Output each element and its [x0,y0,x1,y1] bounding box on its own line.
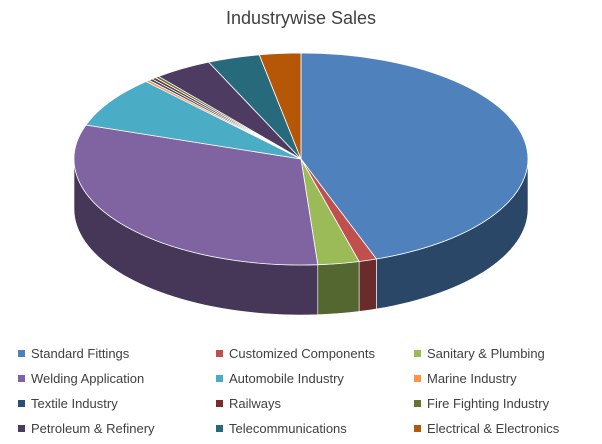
legend-entry: Welding Application [18,370,216,387]
legend-swatch [216,350,223,357]
legend-swatch [414,350,421,357]
legend-swatch [18,400,25,407]
legend-entry: Petroleum & Refinery [18,420,216,437]
legend-swatch [216,375,223,382]
legend-swatch [18,350,25,357]
legend-label: Textile Industry [31,396,118,411]
legend-entry: Railways [216,395,414,412]
pie-chart [73,52,529,316]
legend-label: Telecommunications [229,421,347,436]
legend-swatch [18,425,25,432]
legend-label: Sanitary & Plumbing [427,346,545,361]
legend-entry: Electrical & Electronics [414,420,602,437]
legend-entry: Sanitary & Plumbing [414,345,602,362]
legend-entry: Standard Fittings [18,345,216,362]
legend-entry: Automobile Industry [216,370,414,387]
legend-entry: Telecommunications [216,420,414,437]
legend-label: Railways [229,396,282,411]
legend-swatch [414,375,421,382]
legend-swatch [18,375,25,382]
pie-slice-electrical-electronics [258,52,302,160]
pie-slice-welding-application [73,124,319,266]
chart-title: Industrywise Sales [225,8,377,28]
pie-sides [73,158,529,316]
legend-swatch [216,400,223,407]
legend-label: Fire Fighting Industry [427,396,550,411]
legend-swatch [414,425,421,432]
pie-slice-automobile-industry [85,81,302,160]
pie-slice-standard-fittings [300,52,529,260]
legend-entry: Textile Industry [18,395,216,412]
legend-entry: Fire Fighting Industry [414,395,602,412]
pie-slices [73,52,529,266]
legend-entry: Customized Components [216,345,414,362]
legend: Standard Fittings Customized Components Sa… [18,345,602,437]
legend-label: Electrical & Electronics [427,421,560,436]
legend-label: Marine Industry [427,371,517,386]
legend-label: Automobile Industry [229,371,344,386]
legend-label: Welding Application [31,371,145,386]
legend-label: Petroleum & Refinery [31,421,155,436]
legend-swatch [414,400,421,407]
pie-side-sanitary-plumbing [317,261,360,316]
legend-swatch [216,425,223,432]
pie-side-customized-components [358,258,377,312]
legend-label: Standard Fittings [31,346,130,361]
legend-label: Customized Components [229,346,375,361]
legend-entry: Marine Industry [414,370,602,387]
